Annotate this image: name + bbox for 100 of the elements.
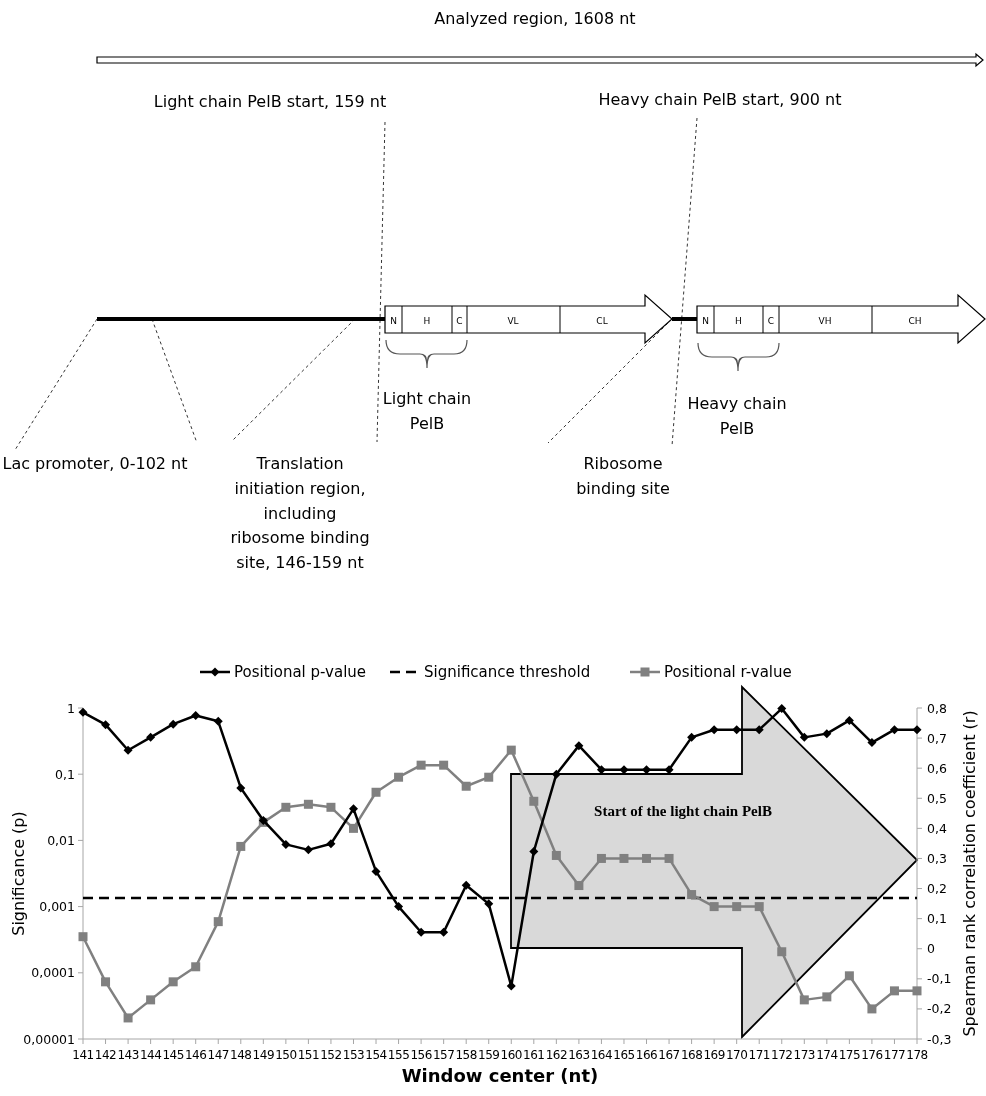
text: CH [908,316,922,326]
x-tick-label: 158 [455,1048,477,1062]
text: Lac promoter, 0-102 nt [2,454,188,473]
x-tick-label: 160 [500,1048,522,1062]
text: Heavy chain PelB start, 900 nt [598,90,842,109]
y2-tick-label: 0,3 [927,850,947,866]
point [687,732,697,742]
text: Light chain PelB start, 159 nt [153,92,387,111]
x-tick-label: 173 [793,1048,815,1062]
x-tick-label: 152 [320,1048,342,1062]
legend-label: Significance threshold [424,663,591,681]
text: VL [507,316,519,326]
point [889,725,899,735]
text: Analyzed region, 1608 nt [434,9,636,28]
x-tick-label: 143 [117,1048,139,1062]
text: N [390,316,397,326]
x-tick-label: 157 [432,1048,455,1062]
point [416,927,426,937]
text: Translation initiation region, including ribosome binding site, 146-159 nt [230,454,370,573]
x-tick-label: 172 [771,1048,793,1062]
point [348,804,358,814]
x-tick-label: 164 [590,1048,613,1062]
x-tick-label: 159 [478,1048,500,1062]
y2-tick-label: 0,4 [927,820,947,836]
point [461,880,471,890]
x-tick-label: 142 [94,1048,117,1062]
text: H [735,316,742,326]
point [709,725,719,735]
point [371,866,381,876]
y2-tick-label: 0,2 [927,881,947,897]
x-tick-label: 170 [725,1048,748,1062]
legend-label: Positional p-value [234,663,367,681]
x-tick-label: 150 [275,1048,297,1062]
point [303,845,313,855]
x-tick-label: 165 [613,1048,635,1062]
point [867,738,877,748]
text: C [456,316,463,326]
point [168,719,178,729]
x-tick-label: 162 [545,1048,568,1062]
point [123,745,133,755]
x-tick-label: 161 [523,1048,545,1062]
x-axis-title: Window center (nt) [401,1065,599,1086]
x-tick-label: 176 [861,1048,883,1062]
y2-tick-label: 0 [927,941,935,957]
text: H [423,316,431,326]
y2-tick-label: 0,7 [927,730,947,746]
y2-tick-label: -0,2 [927,1001,952,1017]
point [146,732,156,742]
x-tick-label: 153 [342,1048,365,1062]
point [799,732,809,742]
x-tick-label: 147 [207,1048,229,1062]
x-tick-label: 177 [883,1048,906,1062]
annotation: Start of the light chain PelB [594,803,772,819]
text: VH [818,316,832,326]
y-tick-label: 1 [67,700,75,716]
x-tick-label: 156 [410,1048,432,1062]
x-tick-label: 174 [816,1048,838,1062]
point [439,927,449,937]
point [484,899,494,909]
x-tick-label: 178 [906,1048,928,1062]
y2-tick-label: 0,1 [927,911,947,927]
x-tick-label: 167 [658,1048,680,1062]
y2-axis-title: Spearman rank correlation coefficient (r) [960,710,979,1037]
y2-tick-label: 0,5 [927,790,947,806]
x-tick-label: 145 [162,1048,184,1062]
point [551,769,561,779]
point [394,902,404,912]
point [213,716,223,726]
x-tick-label: 151 [297,1048,320,1062]
point [754,725,764,735]
y-tick-label: 0,0001 [31,965,75,981]
point [281,839,291,849]
point [529,846,539,856]
point [912,725,922,735]
point [732,725,742,735]
y2-tick-label: -0,1 [927,971,952,987]
y-tick-label: 0,001 [39,899,75,915]
x-tick-label: 171 [748,1048,770,1062]
point [191,711,201,721]
x-tick-label: 168 [680,1048,703,1062]
text: C [767,316,775,326]
x-tick-label: 144 [139,1048,162,1062]
y-axis-title: Significance (p) [9,811,28,936]
point [844,715,854,725]
point [326,839,336,849]
x-tick-label: 149 [252,1048,275,1062]
x-tick-label: 148 [230,1048,252,1062]
y-tick-label: 0,00001 [23,1031,75,1047]
point [101,720,111,730]
legend-label: Positional r-value [664,663,792,681]
point [574,741,584,751]
x-tick-label: 155 [387,1048,410,1062]
text: CL [596,316,608,326]
y-tick-label: 0,1 [55,766,75,782]
point [236,783,246,793]
x-tick-label: 175 [838,1048,861,1062]
x-tick-label: 154 [365,1048,387,1062]
x-tick-label: 141 [72,1048,94,1062]
point [777,704,787,714]
text: N [702,316,709,326]
